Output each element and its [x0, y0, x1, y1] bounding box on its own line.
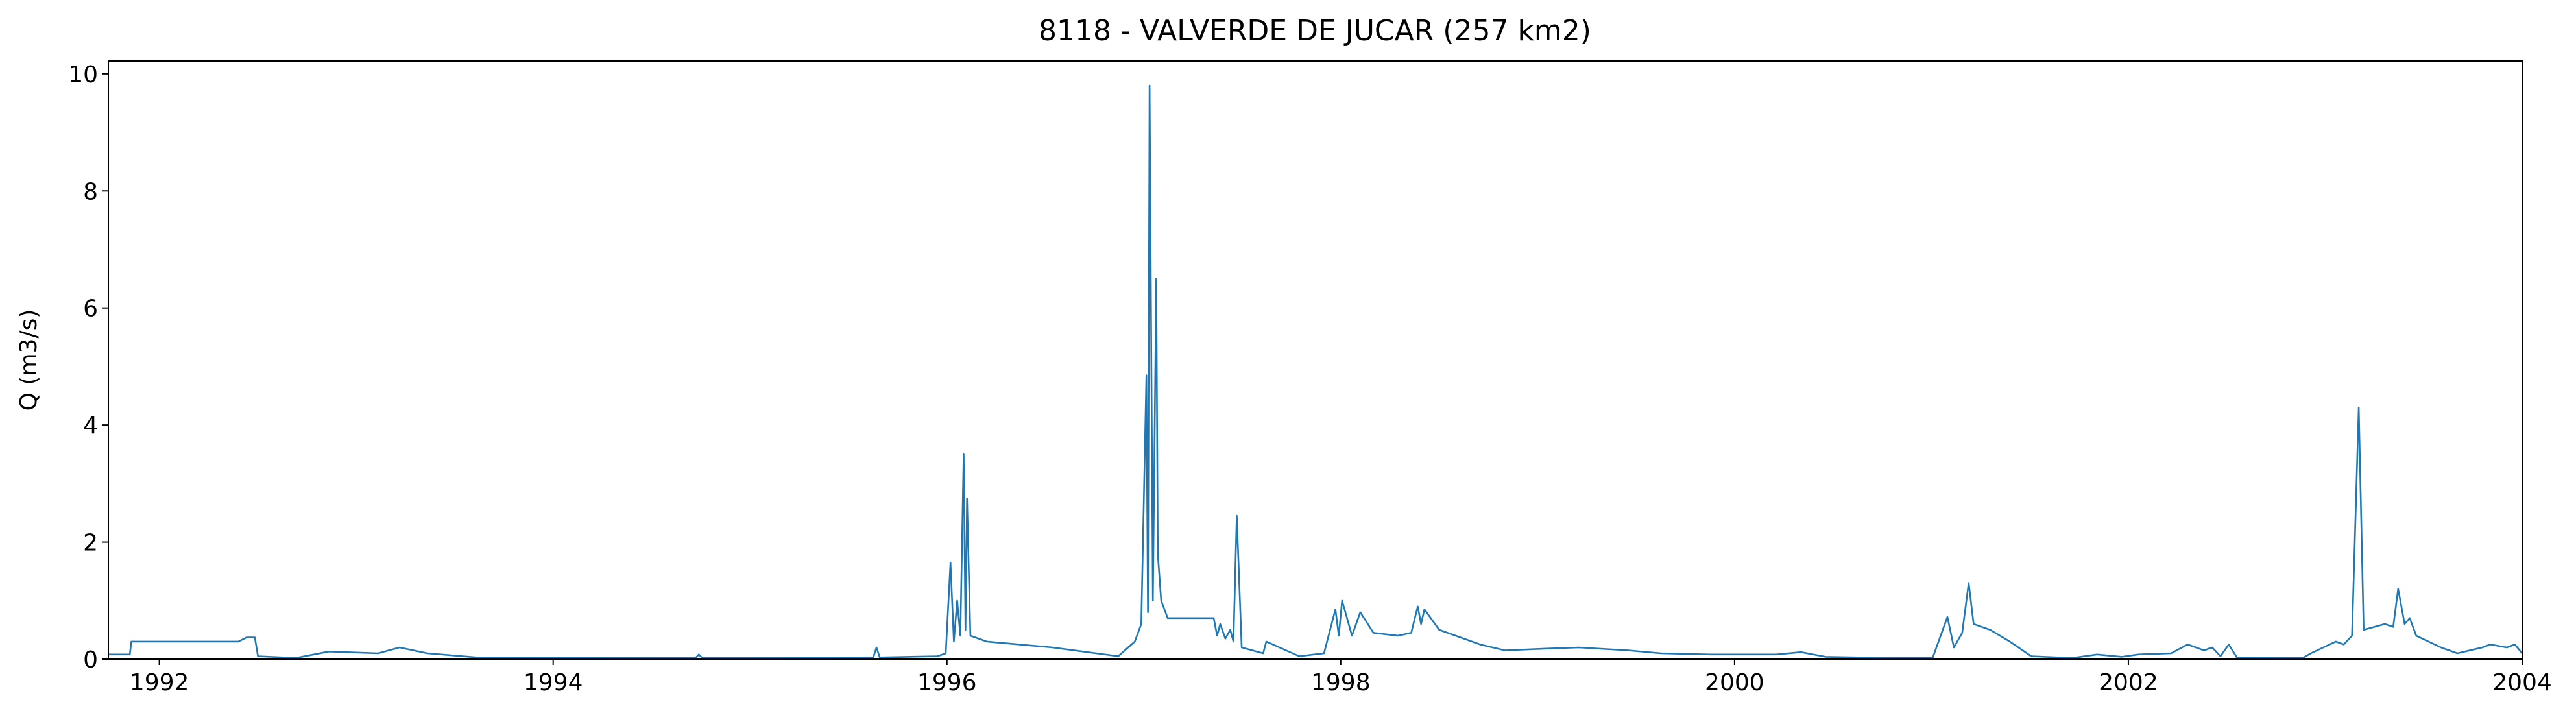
x-tick-label: 2004 [2492, 670, 2552, 696]
y-tick-label: 0 [83, 647, 98, 673]
line-series [108, 84, 2522, 659]
plot-frame [108, 60, 2523, 660]
y-tick-label: 2 [83, 530, 98, 557]
x-tick-label: 2000 [1705, 670, 1764, 696]
chart-title: 8118 - VALVERDE DE JUCAR (257 km2) [1039, 14, 1591, 47]
y-tick-label: 4 [83, 413, 98, 439]
x-tick-label: 1996 [917, 670, 977, 696]
x-tick-label: 2002 [2099, 670, 2158, 696]
y-tick-label: 8 [83, 178, 98, 205]
y-axis-label: Q (m3/s) [16, 309, 42, 411]
y-tick-label: 10 [68, 62, 98, 88]
x-tick-label: 1992 [130, 670, 189, 696]
x-tick-label: 1994 [524, 670, 583, 696]
y-tick-label: 6 [83, 296, 98, 322]
x-tick-label: 1998 [1311, 670, 1371, 696]
